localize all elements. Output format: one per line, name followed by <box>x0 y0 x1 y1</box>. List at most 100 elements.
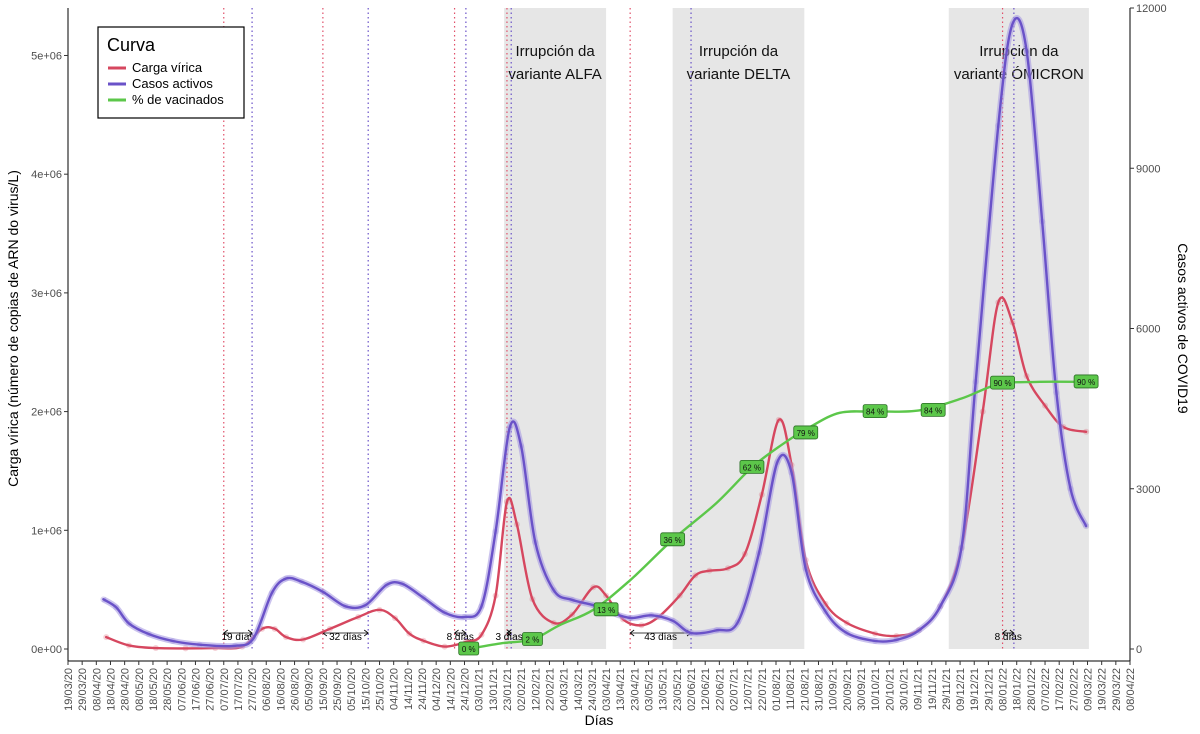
x-tick-label: 29/11/21 <box>941 668 953 710</box>
vaccination-label: 84 % <box>866 408 884 417</box>
y-axis-title-left: Carga vírica (número de copias de ARN do… <box>5 170 21 487</box>
x-tick-label: 27/07/20 <box>247 668 259 711</box>
vaccination-label: 13 % <box>597 606 615 615</box>
variant-region-label-line1: Irrupción da <box>979 43 1059 60</box>
variant-regions: Irrupción da variante ALFA Irrupción da var… <box>504 8 1089 649</box>
x-tick-label: 31/08/21 <box>813 668 825 711</box>
x-tick-label: 03/05/21 <box>644 668 656 711</box>
vaccination-label: 2 % <box>526 636 540 645</box>
series-line-2 <box>467 380 1088 651</box>
axes: 0e+00 1e+06 2e+06 3e+06 4e+06 5e+06 0 3000 6000 9… <box>31 3 1167 711</box>
x-tick-label: 13/05/21 <box>658 668 670 711</box>
x-tick-label: 29/03/20 <box>77 668 89 711</box>
x-tick-label: 29/12/21 <box>983 668 995 711</box>
arrow-head-right <box>506 629 512 637</box>
x-tick-label: 26/08/20 <box>290 668 302 711</box>
x-tick-label: 25/09/20 <box>332 668 344 711</box>
x-tick-label: 14/03/21 <box>573 668 585 711</box>
arrow-head-left <box>629 629 635 637</box>
x-tick-label: 12/07/21 <box>743 668 755 711</box>
x-tick-label: 09/12/21 <box>955 668 967 711</box>
y-tick-label-left: 0e+00 <box>31 644 62 656</box>
x-tick-label: 17/06/20 <box>190 668 202 711</box>
vaccination-label-box <box>593 602 619 617</box>
axis-titles: Carga vírica (número de copias de ARN do… <box>5 170 1191 728</box>
x-tick-label: 20/10/21 <box>884 668 896 711</box>
x-tick-label: 20/09/21 <box>842 668 854 711</box>
x-tick-label: 19/03/22 <box>1097 668 1109 711</box>
arrow-head-right <box>363 629 369 637</box>
x-tick-label: 30/09/21 <box>856 668 868 711</box>
vaccination-label-box <box>739 459 765 474</box>
x-tick-label: 19/11/21 <box>927 668 939 710</box>
x-tick-label: 30/10/21 <box>898 668 910 711</box>
x-tick-label: 28/05/20 <box>162 668 174 711</box>
x-tick-label: 19/12/21 <box>969 668 981 711</box>
x-tick-label: 12/06/21 <box>700 668 712 711</box>
variant-region-label-line1: Irrupción da <box>699 43 779 60</box>
x-tick-label: 28/04/20 <box>120 668 132 711</box>
vaccination-label: 0 % <box>462 645 476 654</box>
x-tick-label: 08/05/20 <box>134 668 146 711</box>
x-tick-label: 08/01/22 <box>998 668 1010 711</box>
peak-interval-label: 32 días <box>329 632 362 643</box>
y-tick-label-right: 6000 <box>1136 324 1160 336</box>
x-tick-label: 13/04/21 <box>615 668 627 711</box>
x-tick-label: 17/07/20 <box>233 668 245 711</box>
vaccination-label-box <box>862 404 888 418</box>
x-tick-label: 01/08/21 <box>771 668 783 711</box>
x-tick-label: 23/01/21 <box>502 668 514 711</box>
annotations: 0 % 2 % 13 % 36 % 62 % 79 % 84 % 84 % 90 % 90 % <box>458 374 1099 656</box>
x-tick-label: 22/02/21 <box>544 668 556 711</box>
arrow-head-left <box>1001 629 1007 637</box>
x-tick-label: 25/10/20 <box>375 668 387 711</box>
x-axis-title: Días <box>585 712 614 728</box>
legend-label: Casos activos <box>132 76 213 91</box>
x-tick-label: 11/08/21 <box>785 668 797 710</box>
vaccination-label-box <box>793 425 819 440</box>
arrow-head-left <box>453 629 459 637</box>
x-tick-label: 08/04/22 <box>1125 668 1137 711</box>
x-tick-label: 22/07/21 <box>757 668 769 711</box>
vaccination-label-box <box>920 403 946 417</box>
x-tick-label: 09/11/21 <box>913 668 925 710</box>
y-tick-label-left: 3e+06 <box>31 288 62 300</box>
x-tick-label: 19/03/20 <box>63 668 75 711</box>
x-tick-label: 18/01/22 <box>1012 668 1024 711</box>
x-tick-label: 10/09/21 <box>828 668 840 711</box>
legend-title: Curva <box>107 35 156 55</box>
x-tick-label: 14/12/20 <box>445 668 457 711</box>
peak-interval-label: 8 días <box>995 632 1022 643</box>
x-tick-label: 03/04/21 <box>601 668 613 711</box>
x-tick-label: 22/06/21 <box>714 668 726 711</box>
legend-label: % de vacinados <box>132 92 224 107</box>
peak-interval-label: 8 días <box>447 632 474 643</box>
peak-lines: 19 días 32 días 8 días 3 días 43 días 8 días <box>222 8 1022 649</box>
vaccination-label: 62 % <box>743 463 761 472</box>
vaccination-label-box <box>1073 374 1099 389</box>
x-tick-label: 17/02/22 <box>1054 668 1066 711</box>
x-tick-label: 24/03/21 <box>587 668 599 711</box>
x-tick-label: 23/05/21 <box>672 668 684 711</box>
x-tick-label: 23/04/21 <box>629 668 641 711</box>
variant-region-label-line2: variante DELTA <box>687 66 791 83</box>
x-tick-label: 07/02/22 <box>1040 668 1052 711</box>
vaccination-label-box <box>458 641 480 656</box>
variant-region <box>504 8 607 649</box>
x-tick-label: 02/07/21 <box>729 668 741 711</box>
vaccination-label: 79 % <box>797 429 815 438</box>
legend-label: Carga vírica <box>132 60 203 75</box>
y-tick-label-left: 2e+06 <box>31 407 62 419</box>
peak-interval-label: 43 días <box>644 632 677 643</box>
x-tick-label: 18/05/20 <box>148 668 160 711</box>
y-tick-label-left: 5e+06 <box>31 50 62 62</box>
arrow-head-right <box>1009 629 1015 637</box>
peak-interval-label: 19 días <box>222 632 255 643</box>
x-tick-label: 08/04/20 <box>91 668 103 711</box>
y-axis-title-right: Casos activos de COVID19 <box>1175 243 1191 414</box>
arrow-head-right <box>461 629 467 637</box>
variant-region-label-line2: variante ALFA <box>508 66 601 83</box>
